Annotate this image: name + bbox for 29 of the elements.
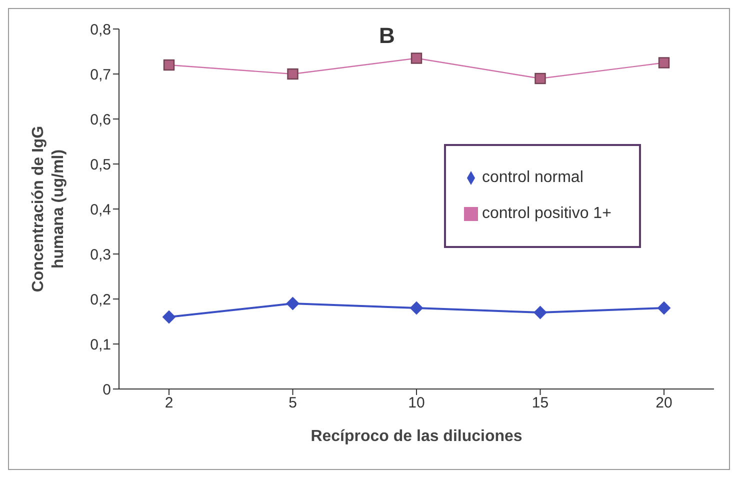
y-tick-label: 0,8 bbox=[90, 21, 111, 38]
point bbox=[534, 306, 547, 319]
y-tick-label: 0,3 bbox=[90, 246, 111, 264]
point bbox=[410, 52, 422, 64]
point bbox=[658, 57, 670, 68]
y-tick-label: 0,6 bbox=[90, 111, 111, 128]
point bbox=[162, 310, 176, 324]
x-tick-label: 10 bbox=[408, 394, 425, 412]
x-tick-label: 20 bbox=[656, 394, 672, 412]
y-tick-label: 0,2 bbox=[90, 291, 111, 308]
x-tick-label: 15 bbox=[532, 394, 549, 412]
point bbox=[286, 297, 300, 310]
y-tick-label: 0,7 bbox=[90, 66, 111, 84]
y-tick-label: 0,4 bbox=[90, 201, 111, 218]
chart-title: B bbox=[379, 23, 395, 49]
legend-label: control positivo 1+ bbox=[482, 205, 612, 222]
y-tick-label: 0,1 bbox=[90, 336, 111, 354]
x-axis-title: Recíproco de las diluciones bbox=[310, 428, 522, 445]
legend-label: control normal bbox=[482, 169, 584, 186]
x-tick-label: 2 bbox=[164, 394, 174, 412]
x-tick-label: 5 bbox=[288, 394, 297, 412]
point bbox=[658, 302, 670, 314]
y-tick-label: 0,5 bbox=[90, 156, 111, 174]
point bbox=[410, 302, 423, 314]
point bbox=[163, 59, 175, 71]
y-tick-label: 0 bbox=[102, 381, 111, 398]
y-axis-title: Concentración de IgG humana (ug/ml) bbox=[30, 126, 67, 292]
point bbox=[534, 72, 546, 84]
point bbox=[287, 68, 298, 80]
